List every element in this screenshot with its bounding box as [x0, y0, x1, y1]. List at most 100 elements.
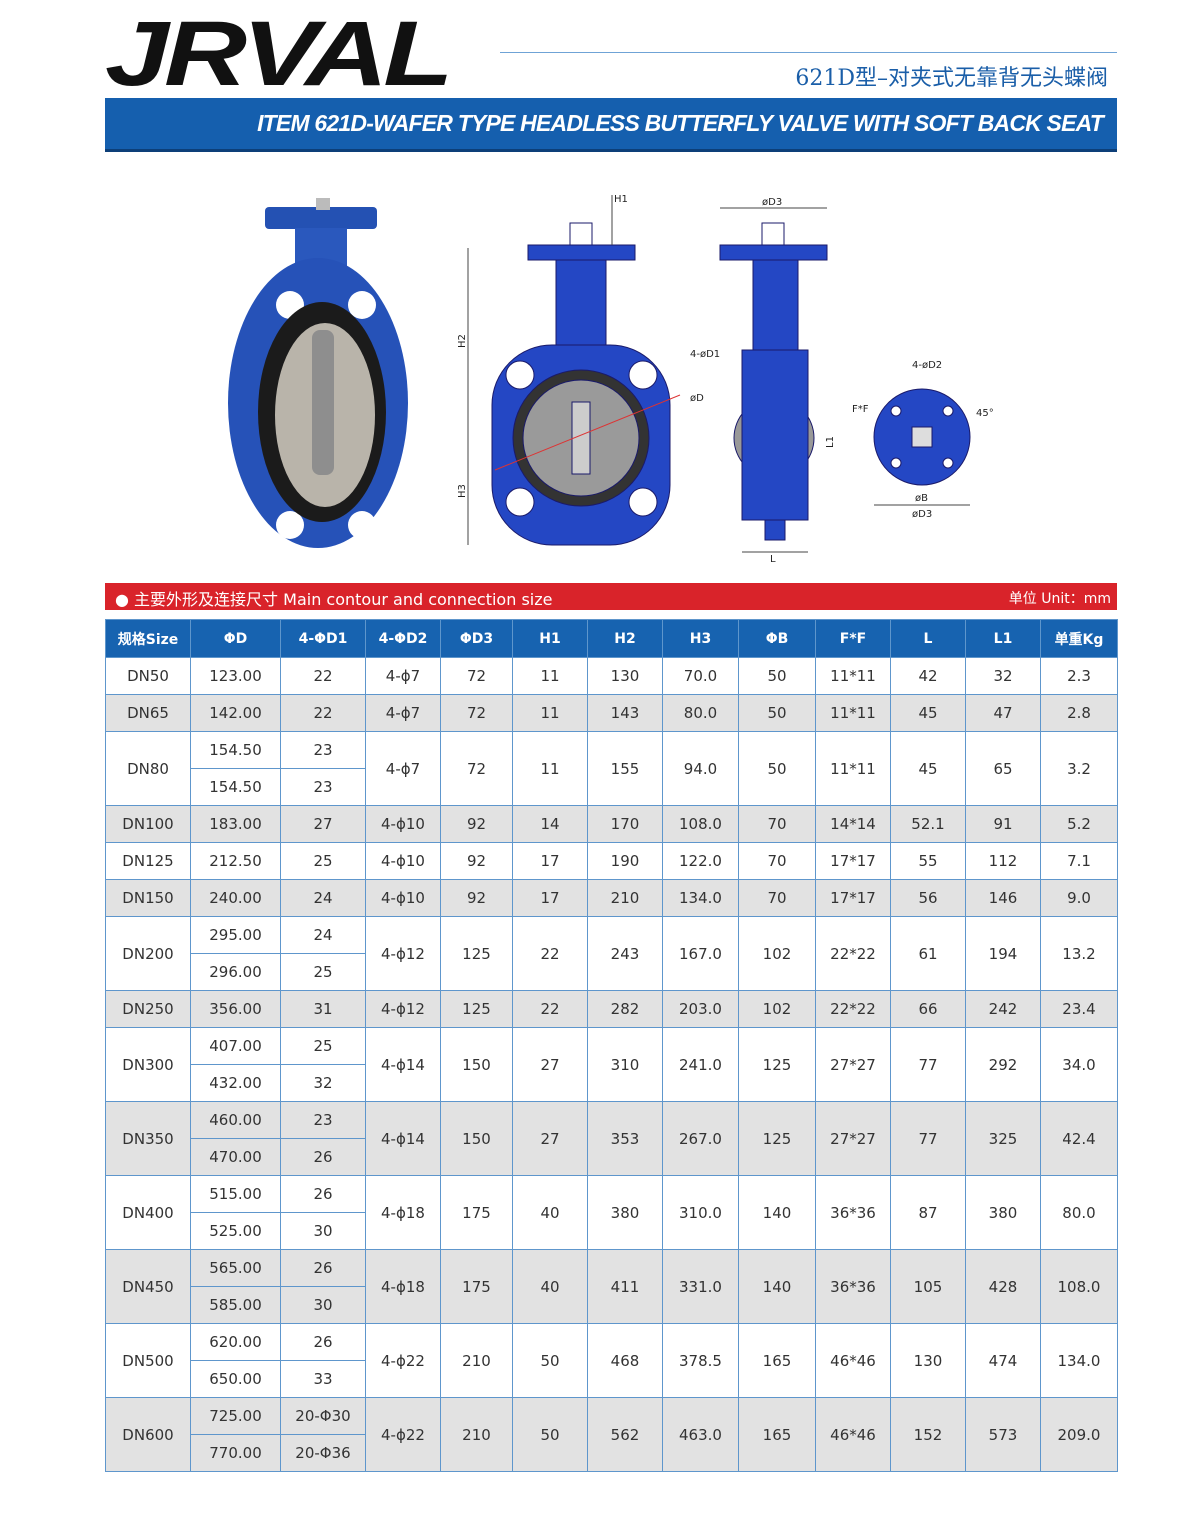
cell: 130	[587, 657, 663, 695]
cell: 14	[512, 805, 588, 843]
bolt-hole	[942, 405, 954, 417]
size-cell: DN200	[105, 916, 191, 991]
cell: 356.00	[190, 990, 281, 1028]
table-row: DN500 620.00 26 4-ɸ22 210 50 468 378.5 165 46*46 1…	[105, 1323, 1118, 1398]
neck	[555, 259, 607, 351]
dim-label: L1	[825, 436, 836, 448]
cell: 165	[738, 1397, 816, 1472]
cell: 432.00	[190, 1064, 281, 1102]
cell: 428	[965, 1249, 1041, 1324]
cell: 4-ɸ22	[365, 1397, 441, 1472]
cell: 102	[738, 916, 816, 991]
cell: 47	[965, 694, 1041, 732]
size-cell: DN65	[105, 694, 191, 732]
cell: 24	[280, 879, 366, 917]
column-header: ΦD	[190, 619, 281, 658]
cell: 70	[738, 842, 816, 880]
cell: 292	[965, 1027, 1041, 1102]
cell: 11*11	[815, 694, 891, 732]
cell: 4-ɸ18	[365, 1175, 441, 1250]
table-row: 585.00 30	[106, 1286, 1118, 1324]
cell: 725.00	[190, 1397, 281, 1435]
cell: 167.0	[662, 916, 739, 991]
size-cell: DN350	[105, 1101, 191, 1176]
flange	[527, 244, 636, 261]
stem	[761, 222, 785, 246]
cell: 33	[280, 1360, 366, 1398]
cell: 470.00	[190, 1138, 281, 1176]
cell: 282	[587, 990, 663, 1028]
cell: 50	[738, 657, 816, 695]
cell: 4-ɸ22	[365, 1323, 441, 1398]
cell: 296.00	[190, 953, 281, 991]
cell: 242	[965, 990, 1041, 1028]
lug-hole	[628, 360, 658, 390]
table-row: DN150 240.00 24 4-ɸ10 92 17 210 134.0 70 17*17 56 1…	[105, 879, 1118, 917]
table-row: 154.50 23	[106, 768, 1118, 806]
cell: 4-ɸ18	[365, 1249, 441, 1324]
cell: 140	[738, 1175, 816, 1250]
header-row: 规格Size ΦD 4-ΦD1 4-ΦD2 ΦD3 H1 H2 H3 ΦB F*F L L1 单重Kg	[105, 619, 1118, 658]
cell: 80.0	[662, 694, 739, 732]
lug-hole	[276, 511, 304, 539]
front-drawing	[467, 195, 681, 546]
cell: 27	[512, 1027, 588, 1102]
cell: 5.2	[1040, 805, 1118, 843]
cell: 565.00	[190, 1249, 281, 1287]
cell: 411	[587, 1249, 663, 1324]
dim-line	[494, 394, 681, 471]
column-header: ΦB	[738, 619, 816, 658]
size-table: 规格Size ΦD 4-ΦD1 4-ΦD2 ΦD3 H1 H2 H3 ΦB F*F L L1 单重Kg …	[105, 619, 1118, 1472]
cell: 26	[280, 1323, 366, 1361]
cell: 80.0	[1040, 1175, 1118, 1250]
cell: 27*27	[815, 1101, 891, 1176]
cell: 105	[890, 1249, 966, 1324]
cell: 22	[512, 990, 588, 1028]
cell: 23	[280, 731, 366, 769]
section-title: 主要外形及连接尺寸 Main contour and connection si…	[134, 590, 553, 609]
flange	[719, 244, 828, 261]
cell: 22*22	[815, 990, 891, 1028]
shaft	[312, 330, 334, 475]
cell: 27	[280, 805, 366, 843]
size-cell: DN250	[105, 990, 191, 1028]
cell: 32	[280, 1064, 366, 1102]
cell: 4-ɸ14	[365, 1027, 441, 1102]
dim-label: 45°	[976, 408, 994, 419]
cell: 4-ɸ10	[365, 805, 441, 843]
cell: 50	[738, 731, 816, 806]
cell: 122.0	[662, 842, 739, 880]
cell: 325	[965, 1101, 1041, 1176]
cell: 150	[440, 1101, 513, 1176]
cell: 525.00	[190, 1212, 281, 1250]
cell: 23	[280, 1101, 366, 1139]
cell: 11	[512, 694, 588, 732]
cell: 22	[280, 657, 366, 695]
dim-label: H1	[614, 194, 628, 205]
cell: 30	[280, 1212, 366, 1250]
cell: 4-ɸ12	[365, 916, 441, 991]
cell: 20-Φ36	[280, 1434, 366, 1472]
dim-label: 4-øD1	[690, 349, 720, 360]
cell: 134.0	[1040, 1323, 1118, 1398]
cell: 463.0	[662, 1397, 739, 1472]
cell: 17*17	[815, 842, 891, 880]
cell: 25	[280, 953, 366, 991]
cell: 203.0	[662, 990, 739, 1028]
cell: 2.3	[1040, 657, 1118, 695]
cell: 183.00	[190, 805, 281, 843]
cell: 91	[965, 805, 1041, 843]
title-banner: ITEM 621D-WAFER TYPE HEADLESS BUTTERFLY …	[105, 98, 1117, 152]
column-header: H1	[512, 619, 588, 658]
cell: 243	[587, 916, 663, 991]
section-bar: ● 主要外形及连接尺寸 Main contour and connection …	[105, 583, 1117, 610]
cell: 170	[587, 805, 663, 843]
cell: 194	[965, 916, 1041, 991]
cell: 23.4	[1040, 990, 1118, 1028]
bolt-hole	[942, 457, 954, 469]
dim-label: øD	[690, 393, 704, 404]
lug-hole	[348, 291, 376, 319]
cell: 17*17	[815, 879, 891, 917]
cell: 50	[512, 1323, 588, 1398]
